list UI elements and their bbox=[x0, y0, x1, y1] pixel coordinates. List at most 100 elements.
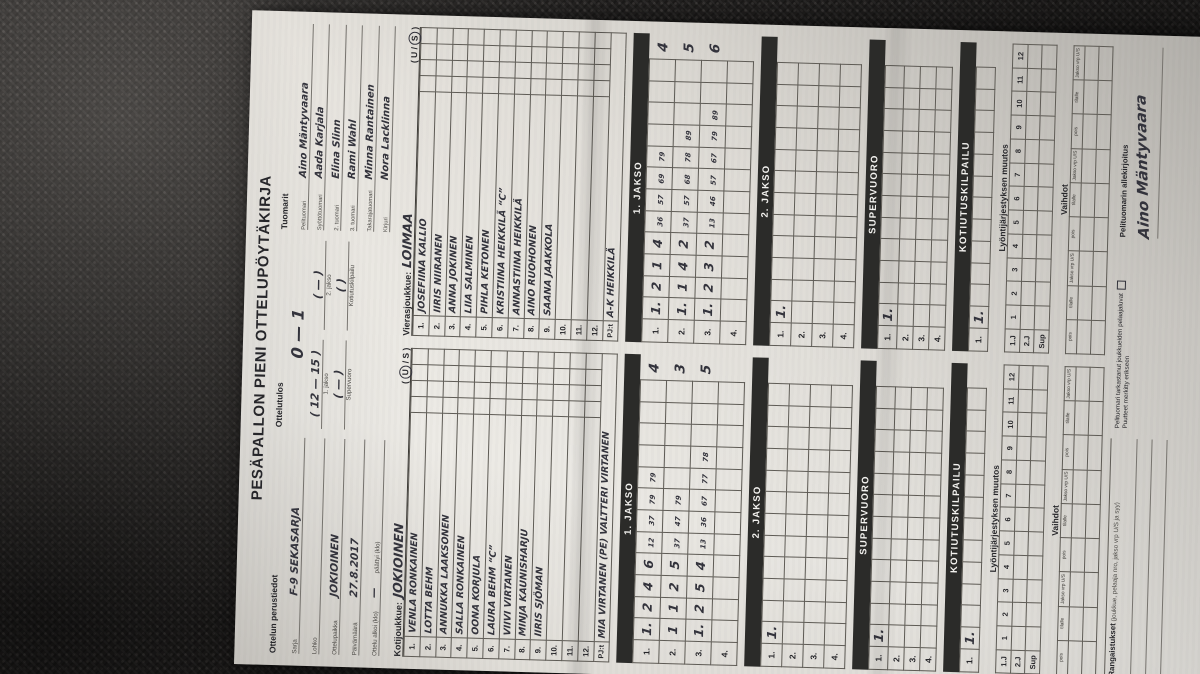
grid-cell-value: 1. bbox=[880, 307, 896, 323]
roster-player-name: SAANA JAAKKOLA bbox=[542, 223, 556, 317]
vaihdot-cell bbox=[1097, 46, 1113, 82]
grid-cell bbox=[827, 536, 849, 559]
roster-mark-cell bbox=[411, 380, 428, 397]
grid-cell bbox=[927, 387, 944, 410]
lyonti-cell bbox=[1032, 389, 1048, 414]
grid-cell bbox=[773, 214, 795, 237]
vaihdot-cell bbox=[1067, 640, 1083, 674]
grid-cell bbox=[881, 195, 902, 218]
grid-cell bbox=[714, 533, 741, 556]
team-role-label: Vierasjoukkue: bbox=[401, 271, 414, 336]
grid-cell bbox=[879, 260, 900, 283]
lyonti-row-label: Sup bbox=[1033, 329, 1049, 354]
grid-cell bbox=[804, 579, 827, 602]
roster-mark-cell bbox=[553, 368, 570, 385]
lyonti-cell: 7 bbox=[1000, 483, 1016, 508]
grid-cell-bottom: 8 bbox=[684, 152, 693, 158]
grid-cell bbox=[891, 516, 909, 539]
grid-cell: 2 bbox=[696, 233, 724, 257]
roster-mark-cell bbox=[584, 385, 601, 402]
grid-cell: 78 bbox=[690, 446, 718, 469]
vaihdot-cell bbox=[1070, 537, 1086, 573]
grid-cell: 4 bbox=[634, 574, 662, 598]
grid-row-total bbox=[790, 359, 812, 385]
vaihdot-cell bbox=[1077, 285, 1093, 321]
grid-cell: 1. bbox=[761, 621, 784, 644]
roster-player-name: IIRIS SJÖMAN bbox=[533, 566, 546, 638]
roster-mark-cell bbox=[482, 77, 499, 94]
grid-cell-top: 3 bbox=[673, 542, 682, 549]
grid-cell-bottom: 9 bbox=[657, 173, 666, 179]
grid-cell bbox=[674, 81, 702, 104]
roster-body: 1. JOSEFIINA KALLIO 2. IIRIS NIIRANEN 3. ANNA… bbox=[412, 27, 627, 342]
roster-player-name: PIHLA KETONEN bbox=[479, 229, 492, 315]
result-value: ( — ) bbox=[331, 339, 347, 430]
grid-row-total bbox=[820, 39, 842, 65]
grid-cell bbox=[962, 561, 982, 585]
grid-total-value: 5 bbox=[681, 41, 698, 54]
field-value: F-9 SEKASARJA bbox=[288, 506, 303, 597]
team-halves: Kotijoukkue: JOKIOINEN ( U / S ) 1. VENLA… bbox=[384, 26, 1113, 674]
grid-cell: 1. bbox=[668, 297, 696, 321]
grid-cell bbox=[914, 283, 931, 306]
lyonti-cell bbox=[1032, 365, 1048, 390]
grid-cell bbox=[807, 471, 830, 494]
lyonti-row-label: 2.J bbox=[1019, 329, 1035, 353]
lyonti-cell bbox=[1017, 412, 1033, 437]
vaihdot-cell bbox=[1081, 640, 1097, 674]
grid-cell bbox=[723, 212, 750, 236]
grid-cell: 37 bbox=[671, 211, 698, 234]
grid-cell bbox=[837, 150, 860, 174]
lyonti-cell bbox=[1037, 187, 1053, 212]
lyonti-cell bbox=[1030, 460, 1046, 485]
roster-number: 12. bbox=[577, 641, 594, 662]
team-role-label: Kotijoukkue: bbox=[392, 601, 404, 657]
grid-row-label: 3. bbox=[685, 641, 712, 665]
grid-cell: 2 bbox=[643, 275, 670, 298]
grid-cell bbox=[775, 127, 798, 150]
grid-cell-bottom: 6 bbox=[656, 216, 665, 223]
roster-number: 2. bbox=[428, 315, 445, 337]
grid-row-total bbox=[728, 36, 755, 62]
lyonti-cell: 9 bbox=[1010, 115, 1026, 140]
grid-cell bbox=[901, 174, 918, 197]
grid-cell bbox=[776, 105, 798, 129]
vaihdot-cell bbox=[1096, 114, 1112, 150]
grid-cell: 79 bbox=[699, 125, 727, 148]
result-label: 2. jakso bbox=[325, 274, 333, 296]
grid-cell-value: 4 bbox=[649, 238, 665, 249]
vaihdot-cell bbox=[1074, 401, 1090, 436]
lyonti-cell bbox=[1022, 210, 1038, 235]
grid-cell bbox=[895, 386, 912, 410]
result-label: Supervuoro bbox=[345, 368, 354, 401]
roster-player-name: ANNUKKA LAAKSONEN bbox=[438, 514, 453, 635]
lyonti-cell: 11 bbox=[1003, 388, 1019, 413]
roster-number: 1. bbox=[412, 315, 430, 336]
referee-signature: Aino Mäntyvaara bbox=[1131, 93, 1153, 240]
grid-cell bbox=[931, 240, 948, 263]
grid-cell: 6 bbox=[635, 553, 663, 576]
visitor-team-half: Vierasjoukkue: LOIMAA ( U / S ) 1. JOSEFI… bbox=[393, 26, 1113, 355]
grid-cell-value: 1. bbox=[971, 309, 987, 325]
grid-cell bbox=[903, 87, 921, 110]
score-grid-jakso2: 1. 1. 2. 3. 4. bbox=[760, 358, 854, 669]
lyonti-cell bbox=[1039, 116, 1055, 141]
us-letter-U: U bbox=[408, 51, 420, 59]
grid-row-total: 4 bbox=[641, 355, 668, 381]
grid-cell-bottom: 9 bbox=[658, 151, 667, 158]
lyonti-cell: 1 bbox=[1005, 305, 1021, 330]
roster-number: 7. bbox=[507, 318, 524, 339]
roster-mark-cell bbox=[521, 383, 538, 400]
grid-cell bbox=[922, 561, 939, 584]
grid-cell bbox=[972, 197, 993, 220]
grid-cell-top: 3 bbox=[647, 520, 656, 527]
vaihdot-cell bbox=[1084, 538, 1100, 573]
roster-mark-cell bbox=[562, 47, 579, 64]
grid-cell: 1 bbox=[643, 253, 671, 277]
roster-mark-cell bbox=[593, 80, 610, 97]
grid-cell bbox=[762, 599, 784, 623]
roster-mark-cell bbox=[505, 382, 523, 400]
grid-cell bbox=[813, 258, 836, 281]
grid-cell-top: 7 bbox=[701, 457, 710, 463]
